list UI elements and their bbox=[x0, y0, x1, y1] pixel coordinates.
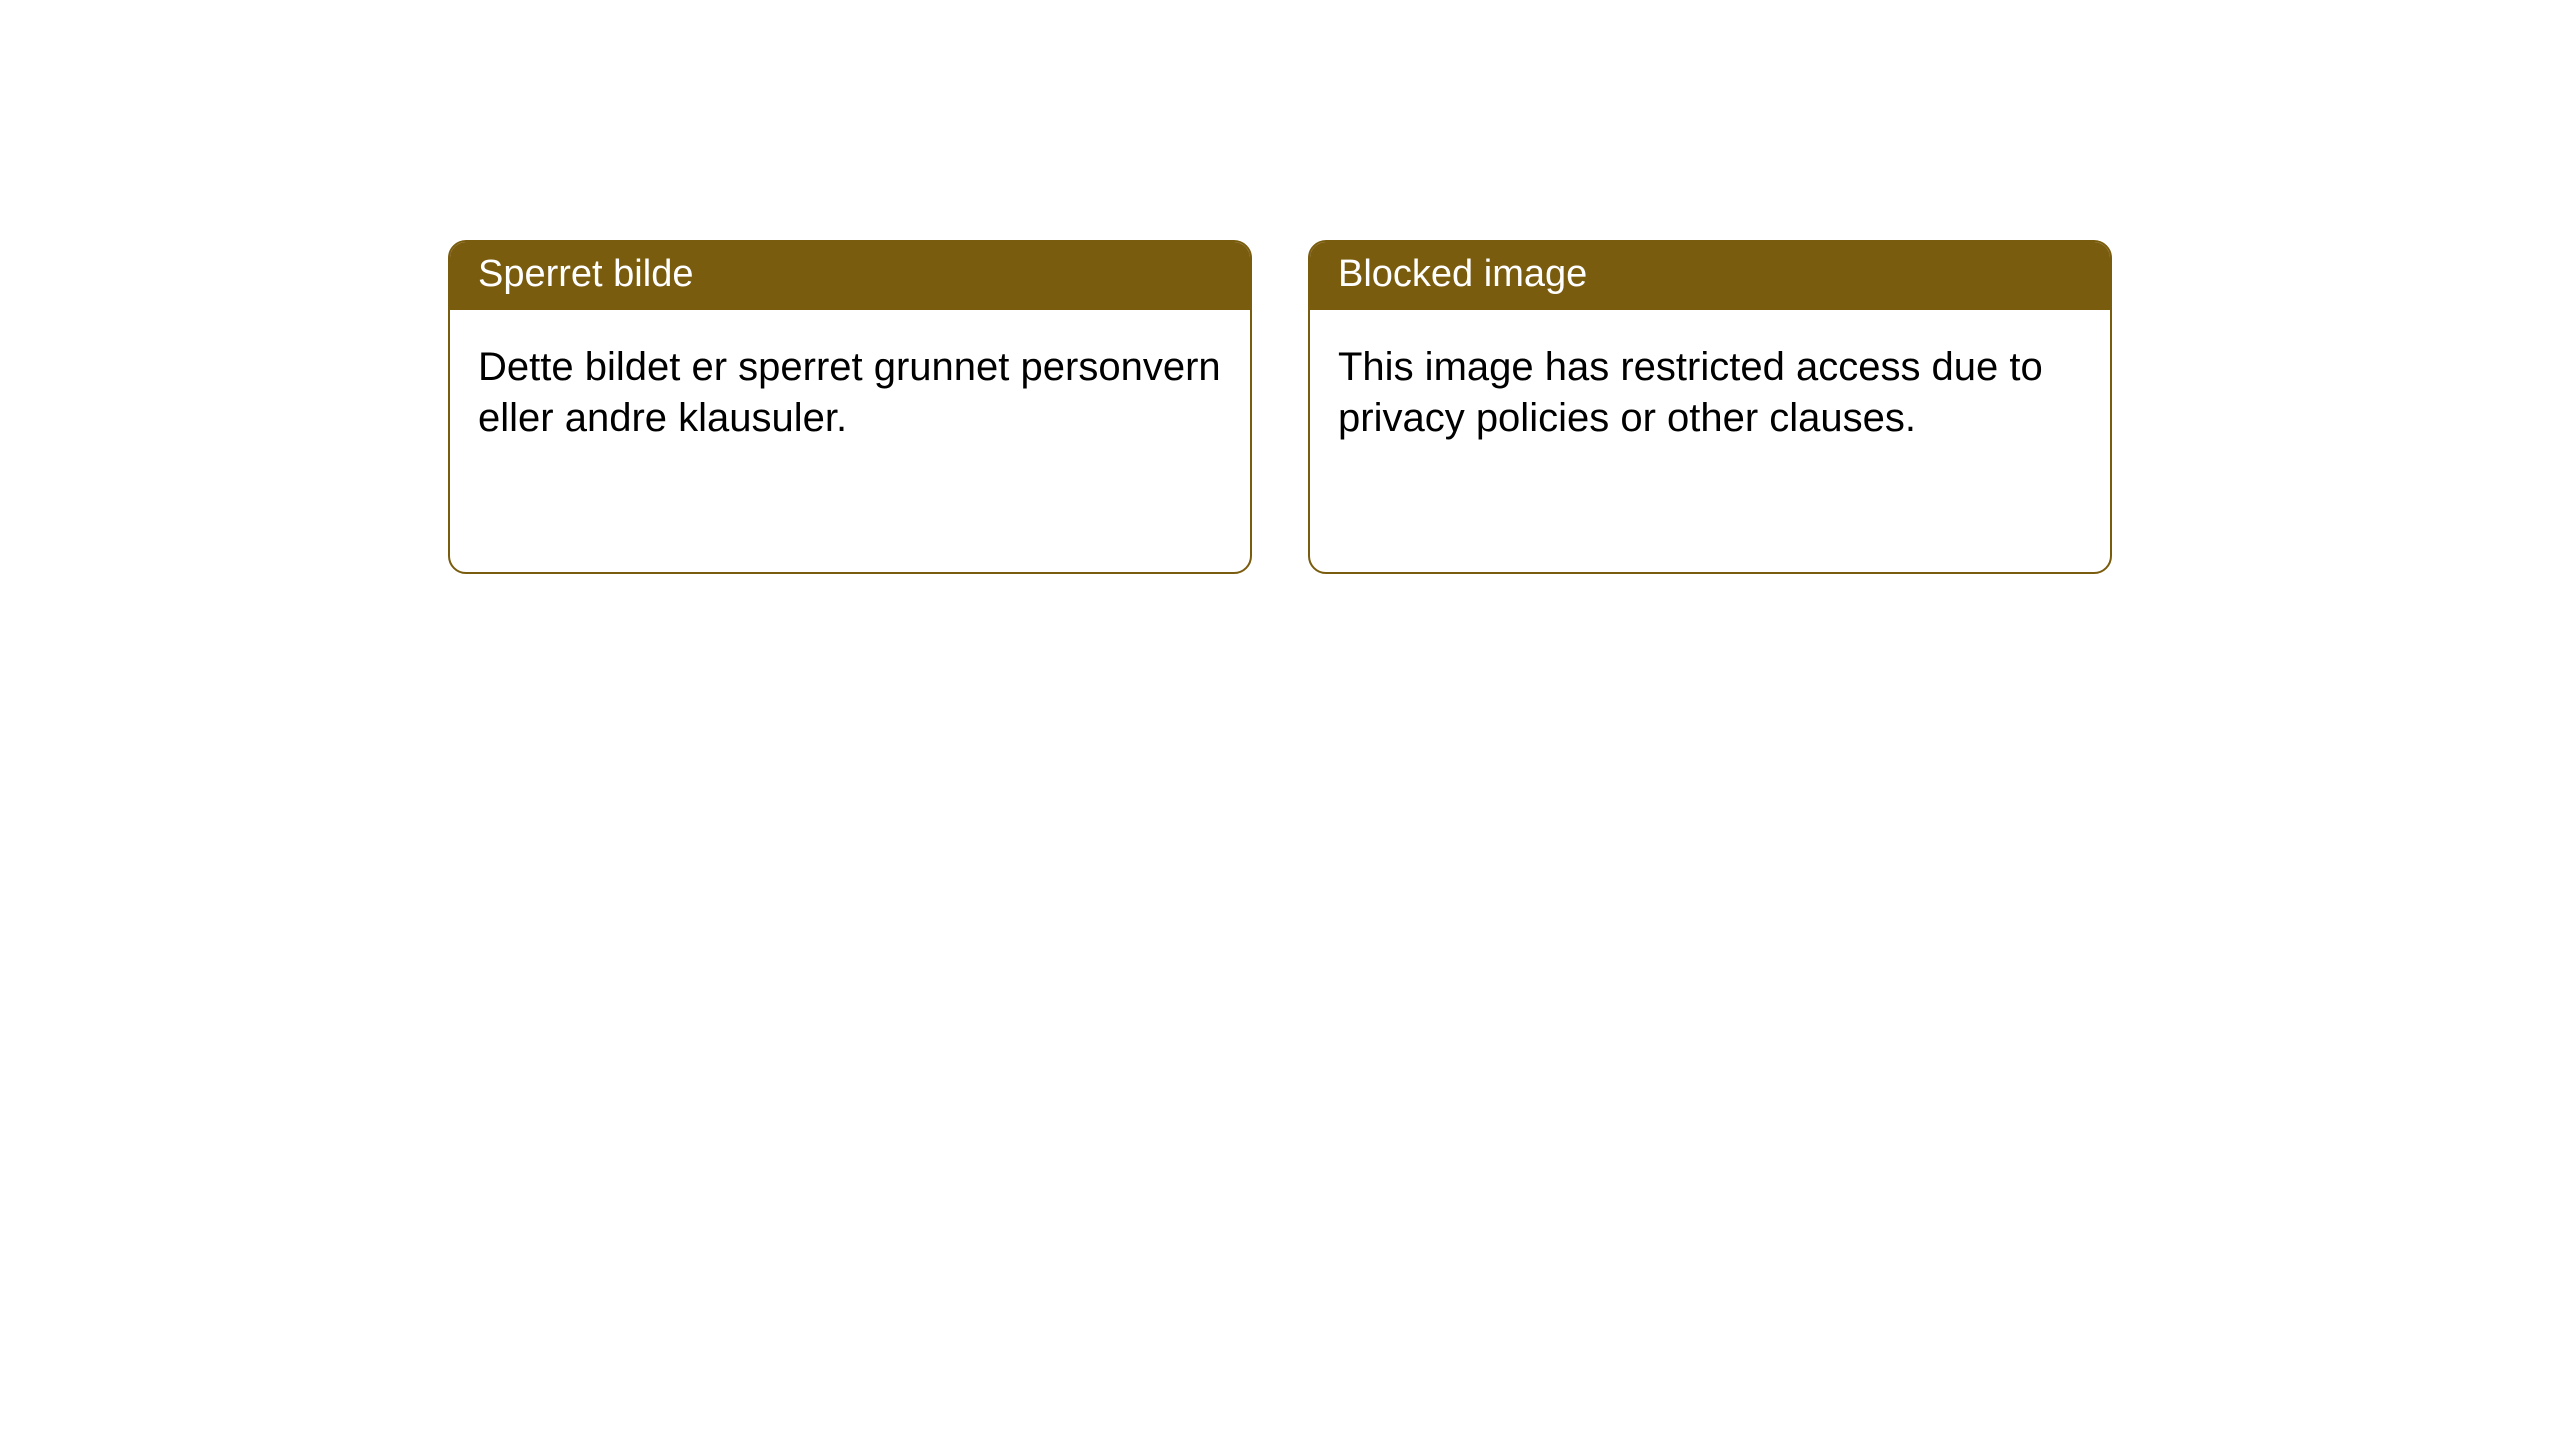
notice-box-english: Blocked image This image has restricted … bbox=[1308, 240, 2112, 574]
notice-title-english: Blocked image bbox=[1310, 242, 2110, 310]
notice-title-norwegian: Sperret bilde bbox=[450, 242, 1250, 310]
notice-box-norwegian: Sperret bilde Dette bildet er sperret gr… bbox=[448, 240, 1252, 574]
notice-message-norwegian: Dette bildet er sperret grunnet personve… bbox=[450, 310, 1250, 476]
notice-container: Sperret bilde Dette bildet er sperret gr… bbox=[0, 0, 2560, 574]
notice-message-english: This image has restricted access due to … bbox=[1310, 310, 2110, 476]
